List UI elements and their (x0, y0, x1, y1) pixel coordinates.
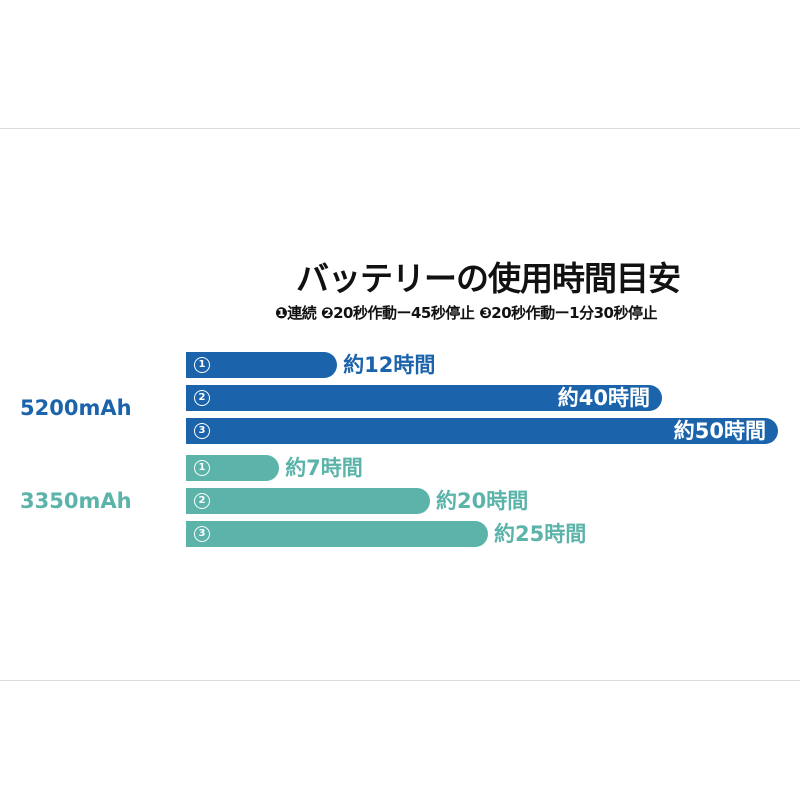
series-label: 3350mAh (20, 489, 132, 513)
data-label: 約50時間 (673, 419, 766, 443)
series-label: 5200mAh (20, 396, 132, 420)
category-number: 1 (194, 460, 210, 476)
bar: 1 約12時間 (186, 352, 435, 378)
data-label: 約25時間 (494, 522, 587, 546)
bar: 3 約50時間 (186, 418, 778, 444)
data-label: 約7時間 (285, 456, 363, 480)
data-label: 約20時間 (436, 489, 529, 513)
category-number: 3 (194, 526, 210, 542)
bar: 2 約20時間 (186, 488, 528, 514)
bar: 3 約25時間 (186, 521, 586, 547)
category-number: 2 (194, 390, 210, 406)
chart-title: バッテリーの使用時間目安 (296, 259, 681, 298)
bar: 2 約40時間 (186, 385, 662, 411)
category-number: 1 (194, 357, 210, 373)
data-label: 約40時間 (557, 386, 650, 410)
category-number: 3 (194, 423, 210, 439)
top-divider (0, 128, 800, 129)
bar: 1 約7時間 (186, 455, 363, 481)
category-number: 2 (194, 493, 210, 509)
chart-subtitle: ❶連続 ❷20秒作動ー45秒停止 ❸20秒作動ー1分30秒停止 (275, 304, 657, 322)
data-label: 約12時間 (343, 353, 436, 377)
bottom-divider (0, 680, 800, 681)
